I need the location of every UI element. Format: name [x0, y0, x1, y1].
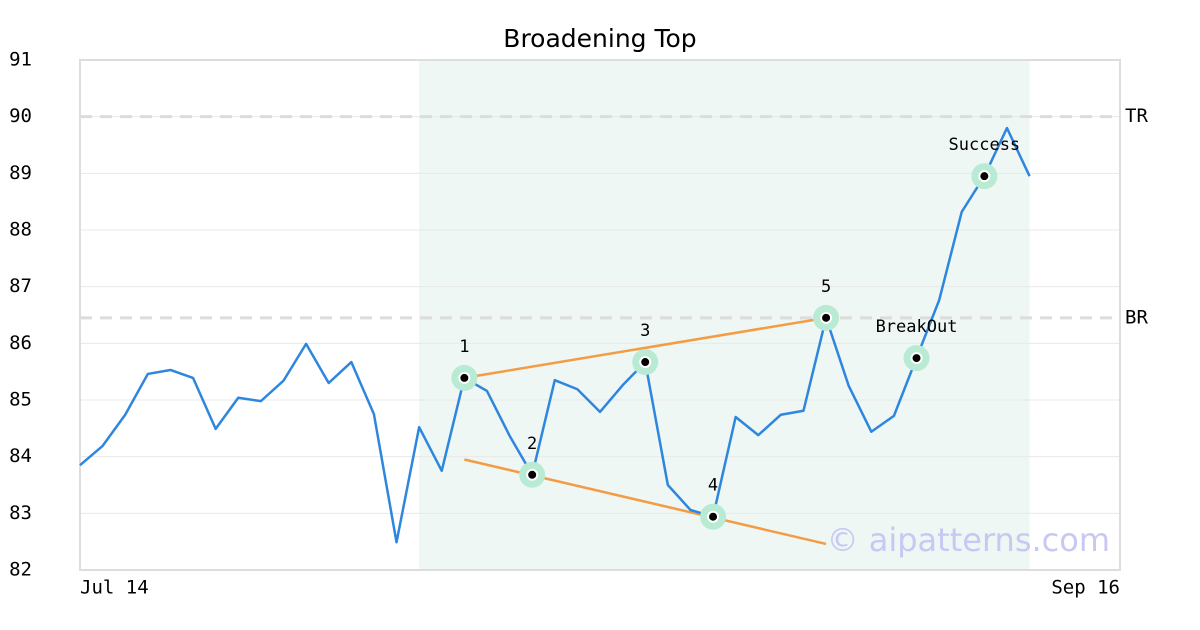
price-line	[79, 126, 1031, 544]
point-label: 4	[708, 476, 718, 496]
point-dot	[707, 510, 720, 523]
y-tick-label: 89	[9, 162, 32, 184]
y-tick-label: 88	[9, 219, 32, 241]
point-dot	[639, 356, 652, 369]
y-tick-label: 87	[9, 275, 32, 297]
point-dot	[820, 311, 833, 324]
point-dot	[978, 170, 991, 183]
y-tick-label: 83	[9, 502, 32, 524]
point-label: Success	[949, 135, 1021, 155]
point-dot	[458, 371, 471, 384]
y-tick-label: 90	[9, 105, 32, 127]
point-dot	[526, 468, 539, 481]
point-label: 5	[821, 277, 831, 297]
y-tick-label: 84	[9, 445, 32, 467]
point-label: 3	[640, 321, 650, 341]
y-tick-label: 85	[9, 389, 32, 411]
trend-line	[464, 316, 827, 380]
x-tick-label: Jul 14	[80, 577, 149, 599]
y-tick-label: 82	[9, 559, 32, 581]
point-dot	[910, 352, 923, 365]
point-label: 1	[459, 337, 469, 357]
x-tick-label: Sep 16	[1051, 577, 1120, 599]
level-label: TR	[1125, 105, 1148, 127]
point-label: 2	[527, 434, 537, 454]
chart-title: Broadening Top	[503, 24, 696, 53]
point-label: BreakOut	[876, 317, 958, 337]
y-tick-label: 86	[9, 332, 32, 354]
plot-frame	[79, 59, 1121, 571]
level-label: BR	[1125, 306, 1148, 328]
shaded-region	[419, 60, 1030, 570]
y-tick-label: 91	[9, 49, 32, 71]
watermark: © aipatterns.com	[827, 521, 1110, 559]
